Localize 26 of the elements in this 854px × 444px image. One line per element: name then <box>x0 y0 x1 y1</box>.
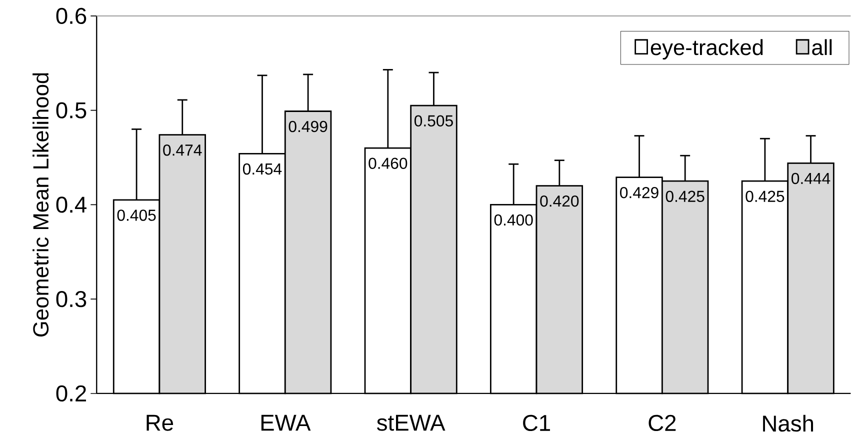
y-axis-title: Geometric Mean Likelihood <box>32 73 49 336</box>
y-tick-label: 0.2 <box>56 385 86 402</box>
data-label: 0.429 <box>620 186 658 198</box>
data-label: 0.499 <box>288 120 328 132</box>
data-label: 0.444 <box>792 172 830 184</box>
legend-label: all <box>812 39 832 56</box>
data-label: 0.460 <box>368 158 408 169</box>
y-tick-label: 0.6 <box>56 8 86 24</box>
x-tick-label: stEWA <box>377 414 446 431</box>
legend-label: eye-tracked <box>650 39 763 60</box>
data-label: 0.474 <box>163 144 202 156</box>
y-tick-label: 0.3 <box>56 290 86 308</box>
x-tick-label: Re <box>146 414 174 431</box>
y-tick-label: 0.4 <box>56 196 86 213</box>
data-label: 0.400 <box>494 214 533 226</box>
x-tick-label: C1 <box>523 414 550 431</box>
data-label: 0.420 <box>540 195 579 207</box>
x-tick-label: C2 <box>648 414 676 431</box>
data-label: 0.505 <box>414 115 453 126</box>
data-label: 0.425 <box>746 190 784 202</box>
x-tick-label: EWA <box>261 414 311 430</box>
data-label: 0.425 <box>666 190 704 202</box>
data-label: 0.405 <box>117 210 156 221</box>
data-label: 0.454 <box>242 163 282 174</box>
y-tick-label: 0.5 <box>56 102 86 118</box>
x-tick-label: Nash <box>763 414 814 432</box>
